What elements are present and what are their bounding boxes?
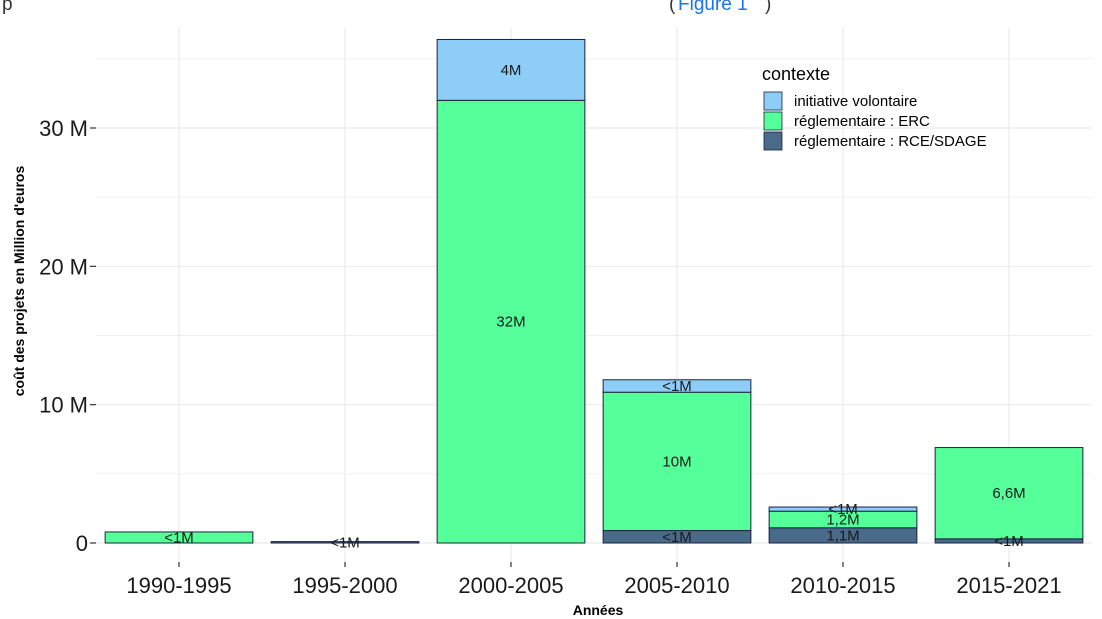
y-tick-label: 0: [76, 531, 88, 556]
data-label: <1M: [662, 529, 692, 546]
bar-segment-2005-2010-2: [602, 379, 752, 393]
x-tick-label: 1990-1995: [126, 573, 231, 598]
data-label: 6,6M: [992, 485, 1025, 502]
bar-segment-2010-2015-2: [768, 506, 918, 512]
legend-label: initiative volontaire: [794, 93, 917, 110]
data-label: 1,2M: [826, 511, 859, 528]
legend-label: réglementaire : ERC: [794, 113, 930, 130]
data-label: 32M: [496, 314, 525, 331]
legend-title: contexte: [762, 64, 830, 84]
y-tick-label: 20 M: [39, 254, 88, 279]
y-tick-label: 10 M: [39, 393, 88, 418]
caption-fragment: p ( Figure 1 ): [0, 0, 1102, 28]
bar-segment-2000-2005-2: [436, 38, 586, 101]
legend-swatch: [763, 131, 783, 151]
figure-link[interactable]: Figure 1: [678, 0, 748, 15]
bar-segment-2000-2005-1: [436, 99, 586, 544]
x-axis-ticks: 1990-1995 1995-2000 2000-2005 2005-2010 2010…: [126, 562, 1062, 598]
bar-segment-1995-2000-0: [270, 541, 420, 544]
x-axis-title: Années: [573, 602, 624, 618]
data-label: <1M: [330, 534, 360, 551]
legend: contexte initiative volontaire réglementa…: [762, 64, 987, 151]
y-axis-ticks: 0 10 M 20 M 30 M: [39, 116, 96, 556]
data-label: <1M: [662, 378, 692, 395]
data-label: <1M: [164, 529, 194, 546]
data-label: 4M: [501, 62, 522, 79]
data-label: <1M: [828, 501, 858, 518]
bar-segment-2015-2021-1: [934, 447, 1084, 540]
data-label: 10M: [662, 453, 691, 470]
bar-segment-2005-2010-1: [602, 391, 752, 532]
legend-swatch: [763, 91, 783, 111]
x-tick-label: 2000-2005: [458, 573, 563, 598]
data-label: 1,1M: [826, 527, 859, 544]
legend-swatch: [763, 111, 783, 131]
x-tick-label: 2015-2021: [956, 573, 1061, 598]
y-tick-label: 30 M: [39, 116, 88, 141]
x-tick-label: 1995-2000: [292, 573, 397, 598]
caption-text: p: [2, 0, 13, 15]
caption-paren-close: ): [765, 0, 772, 15]
x-tick-label: 2010-2015: [790, 573, 895, 598]
data-label: <1M: [994, 533, 1024, 550]
caption-paren-open: (: [669, 0, 676, 15]
bar-segment-1990-1995-1: [104, 531, 254, 544]
y-axis-title: coût des projets en Million d'euros: [11, 166, 27, 397]
legend-label: réglementaire : RCE/SDAGE: [794, 133, 987, 150]
x-tick-label: 2005-2010: [624, 573, 729, 598]
